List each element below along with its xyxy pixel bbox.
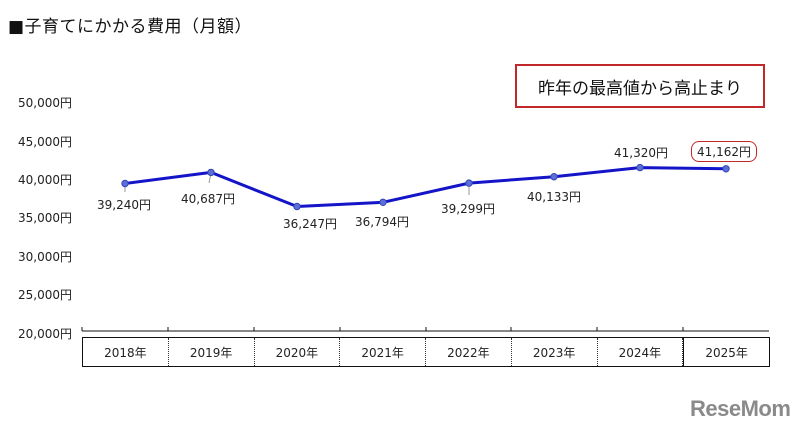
category-2019: 2019年 bbox=[169, 338, 255, 366]
callout-text: 昨年の最高値から高止まり bbox=[538, 78, 742, 99]
y-tick-35000: 35,000円 bbox=[18, 211, 72, 225]
category-2024: 2024年 bbox=[598, 338, 684, 366]
y-tick-50000: 50,000円 bbox=[18, 96, 72, 110]
y-tick-25000: 25,000円 bbox=[18, 288, 72, 302]
data-label-2024: 41,320円 bbox=[614, 146, 668, 160]
category-2018: 2018年 bbox=[83, 338, 169, 366]
y-tick-40000: 40,000円 bbox=[18, 173, 72, 187]
data-label-2021: 36,794円 bbox=[355, 215, 409, 229]
category-2023: 2023年 bbox=[512, 338, 598, 366]
data-label-2020: 36,247円 bbox=[283, 217, 337, 231]
chart-title: ■子育てにかかる費用（月額） bbox=[8, 17, 253, 37]
data-markers bbox=[121, 163, 730, 211]
x-axis bbox=[81, 327, 769, 332]
category-2022: 2022年 bbox=[426, 338, 512, 366]
resemom-logo: ReseMom bbox=[690, 396, 791, 421]
y-tick-45000: 45,000円 bbox=[18, 135, 72, 149]
category-2021: 2021年 bbox=[340, 338, 426, 366]
data-label-2022: 39,299円 bbox=[441, 202, 495, 216]
category-2025: 2025年 bbox=[683, 338, 769, 366]
category-2020: 2020年 bbox=[255, 338, 341, 366]
y-tick-20000: 20,000円 bbox=[18, 327, 72, 341]
data-label-2023: 40,133円 bbox=[527, 190, 581, 204]
data-label-2018: 39,240円 bbox=[97, 198, 151, 212]
category-table: 2018年 2019年 2020年 2021年 2022年 2023年 2024… bbox=[82, 337, 770, 367]
callout-box: 昨年の最高値から高止まり bbox=[515, 64, 765, 108]
data-label-2025-highlighted: 41,162円 bbox=[691, 141, 757, 162]
data-line bbox=[124, 166, 727, 208]
y-tick-30000: 30,000円 bbox=[18, 250, 72, 264]
data-label-2019: 40,687円 bbox=[181, 192, 235, 206]
